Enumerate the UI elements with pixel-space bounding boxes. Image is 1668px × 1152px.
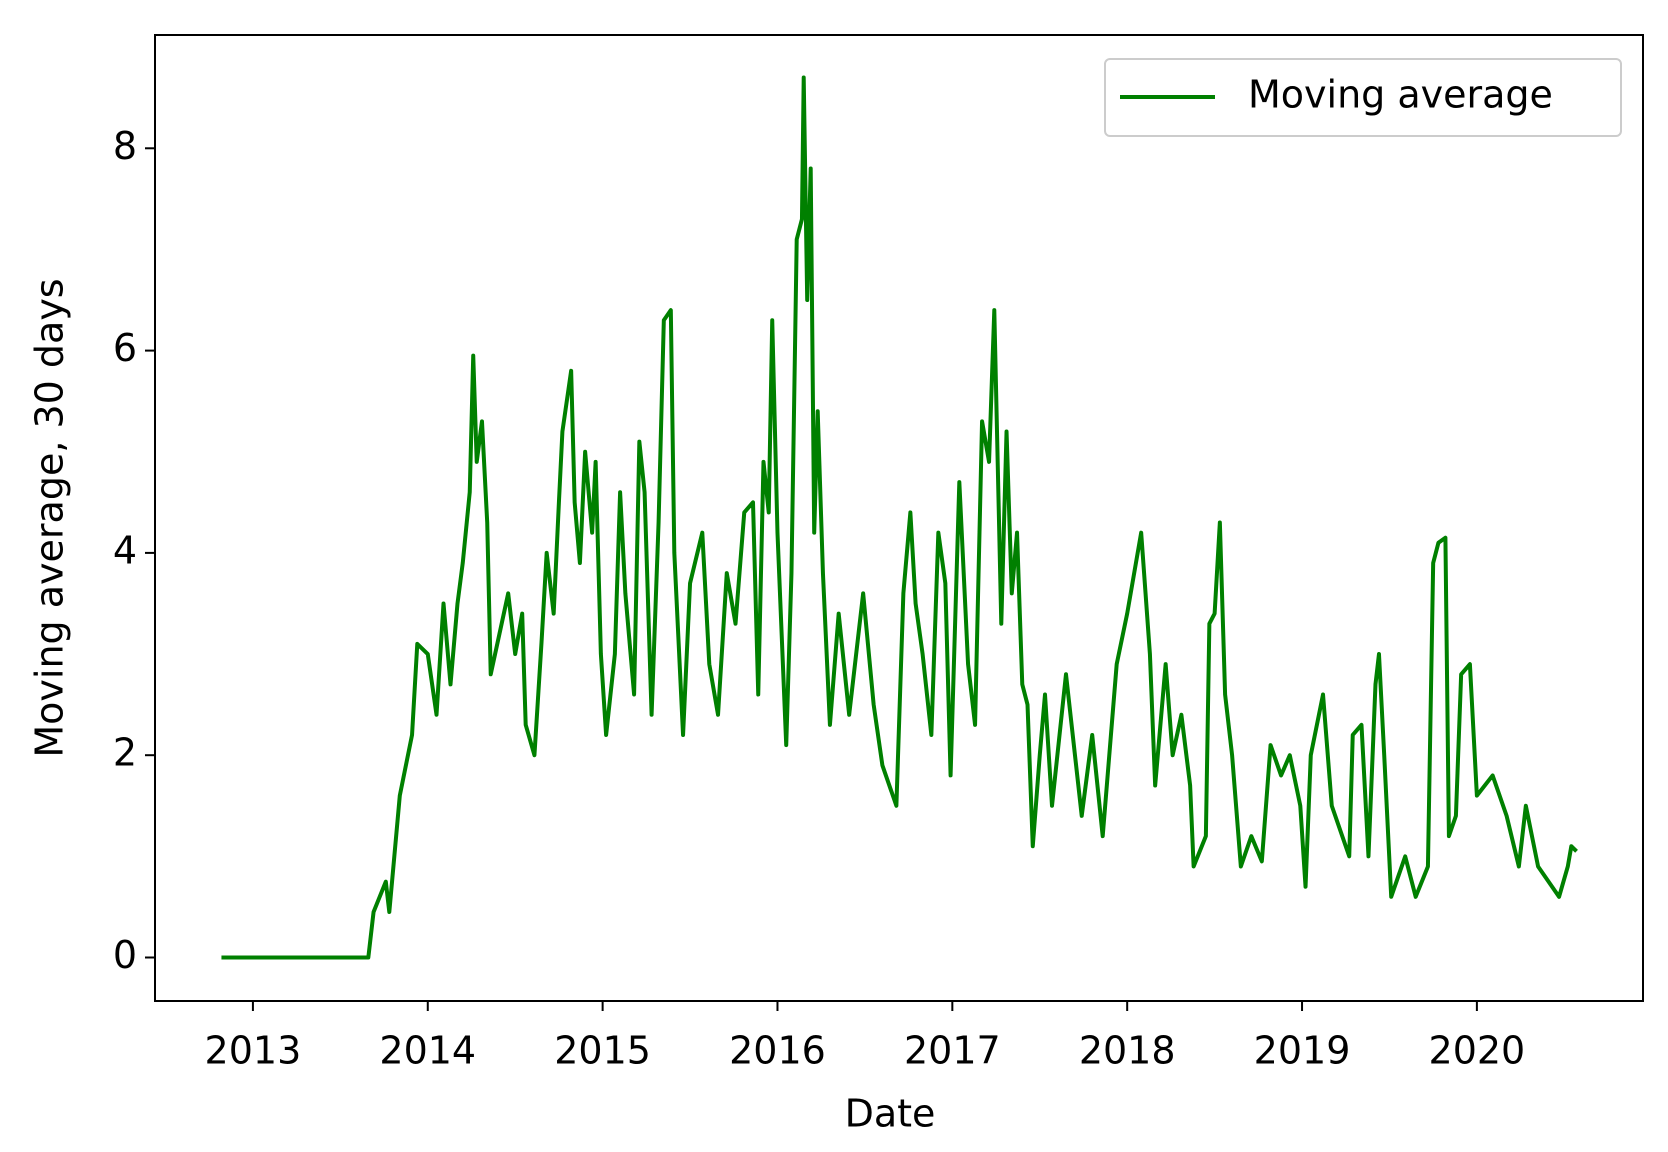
x-tick-label: 2019	[1254, 1029, 1351, 1073]
y-tick-label: 2	[113, 731, 137, 775]
y-tick-label: 0	[113, 933, 137, 977]
x-tick-label: 2013	[205, 1029, 302, 1073]
x-tick-label: 2017	[904, 1029, 1001, 1073]
x-tick-label: 2015	[554, 1029, 651, 1073]
x-tick-label: 2020	[1429, 1029, 1526, 1073]
legend-box	[1104, 58, 1622, 137]
x-axis-label: Date	[845, 1092, 936, 1136]
y-tick-label: 4	[113, 528, 137, 572]
plot-frame	[154, 34, 1644, 1002]
legend-label: Moving average	[1248, 73, 1553, 117]
y-axis-label: Moving average, 30 days	[28, 278, 72, 757]
x-tick-label: 2016	[729, 1029, 826, 1073]
x-tick-label: 2018	[1079, 1029, 1176, 1073]
y-tick-label: 6	[113, 326, 137, 370]
data-line	[221, 75, 1578, 960]
y-tick-label: 8	[113, 124, 137, 168]
x-tick-label: 2014	[379, 1029, 476, 1073]
